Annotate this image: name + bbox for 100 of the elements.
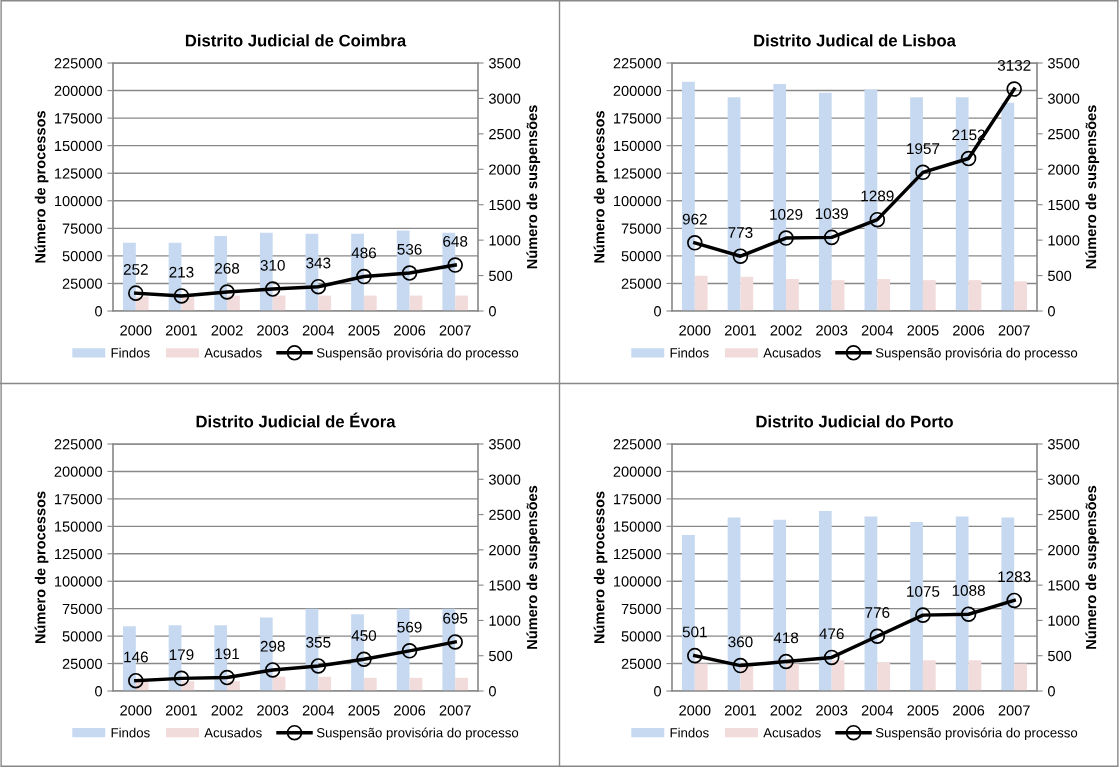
y-tick-label: 75000 [621,223,662,234]
y-tick-label: 175000 [614,113,662,124]
chart-title: Distrito Judical de Lisboa [754,34,957,47]
y2-tick-label: 500 [1048,650,1072,662]
y-tick-label: 125000 [55,548,103,560]
y2-tick-label: 2500 [489,509,521,520]
data-label: 3132 [997,59,1031,71]
bar [968,660,982,691]
data-label: 773 [728,227,753,238]
y2-tick-label: 0 [1047,686,1055,697]
y-tick-label: 75000 [62,603,103,615]
y-tick-label: 200000 [613,466,662,477]
bar [455,677,468,691]
y-tick-label: 0 [95,686,103,697]
y2-tick-label: 0 [488,686,496,697]
y2-tick-label: 2000 [489,544,521,556]
x-tick-label: 2003 [816,705,848,716]
x-tick-label: 2001 [724,705,756,716]
data-label: 486 [351,247,377,259]
data-label: 1088 [952,585,985,596]
data-label: 1957 [907,143,940,155]
y2-tick-label: 1000 [1048,615,1080,626]
y2-axis-title: Número de suspensões [1085,105,1100,269]
x-tick-label: 2005 [907,705,939,716]
y2-tick-label: 0 [488,306,496,317]
y-tick-label: 225000 [54,439,103,450]
data-label: 252 [123,264,148,275]
y-tick-label: 25000 [62,278,103,289]
y2-tick-label: 3500 [488,58,521,69]
x-tick-label: 2004 [302,325,335,336]
y-tick-label: 125000 [55,168,103,179]
y2-tick-label: 3500 [1047,439,1080,450]
x-tick-label: 2001 [165,705,197,716]
point [823,649,840,666]
bar [694,275,708,311]
y2-tick-label: 1000 [489,615,521,626]
y-axis-title: Número de processos [593,491,608,644]
point [173,670,190,687]
legend-label: Suspensão provisória do processo [875,727,1078,741]
legend-label: Suspensão provisória do processo [316,727,519,741]
y-tick-label: 50000 [62,250,103,262]
bar [831,280,845,311]
data-label: 310 [260,259,285,271]
y-tick-label: 50000 [621,250,662,262]
legend-label: Acusados [763,347,821,358]
point [869,211,886,228]
point [1006,592,1022,609]
y-tick-label: 50000 [62,631,103,642]
y2-tick-label: 1500 [1048,580,1080,591]
data-label: 569 [397,621,422,633]
y2-tick-label: 2500 [489,128,521,140]
legend-label: Acusados [763,727,821,738]
point [401,643,418,659]
y-axis-title: Número de processos [593,111,608,263]
data-label: 648 [443,235,468,247]
point [869,628,886,645]
data-label: 695 [443,612,468,624]
x-tick-label: 2004 [861,705,894,716]
x-tick-label: 2007 [998,325,1030,336]
x-tick-label: 2003 [257,325,289,336]
y-tick-label: 125000 [614,548,662,560]
legend-label: Suspensão provisória do processo [875,347,1078,361]
y-tick-label: 200000 [54,85,103,96]
y2-tick-label: 1500 [489,199,521,211]
x-tick-label: 2006 [394,325,426,336]
data-label: 268 [215,262,240,274]
bar [363,295,377,311]
data-label: 501 [682,626,707,638]
y-tick-label: 225000 [613,58,662,69]
point [356,268,372,285]
x-tick-label: 2005 [348,325,380,336]
chart-title: Distrito Judicial do Porto [756,415,953,428]
point [401,265,418,281]
y-tick-label: 25000 [621,278,662,289]
chart-title: Distrito Judicial de Coimbra [185,34,407,47]
y2-tick-label: 2000 [489,164,521,175]
x-tick-label: 2002 [211,325,243,336]
y-axis-title: Número de processos [34,491,49,644]
y-tick-label: 25000 [621,658,662,669]
y2-tick-label: 2000 [1048,164,1080,175]
point [1006,81,1022,97]
y2-tick-label: 3000 [1047,474,1080,485]
data-label: 450 [351,630,377,641]
x-tick-label: 2004 [302,705,335,716]
data-label: 1283 [998,571,1031,583]
data-label: 1075 [907,586,940,597]
x-tick-label: 2003 [257,705,289,716]
point [310,658,327,674]
y-tick-label: 150000 [55,521,103,532]
bar [877,279,891,311]
data-label: 1029 [770,208,803,220]
x-tick-label: 2000 [120,325,152,336]
y-axis-title: Número de processos [34,111,49,263]
y-tick-label: 75000 [62,223,103,234]
legend-label: Findos [670,727,709,738]
point [447,257,463,273]
bar [1001,102,1015,311]
y-tick-label: 175000 [55,493,103,505]
y-tick-label: 200000 [613,85,662,96]
data-label: 355 [306,636,331,648]
